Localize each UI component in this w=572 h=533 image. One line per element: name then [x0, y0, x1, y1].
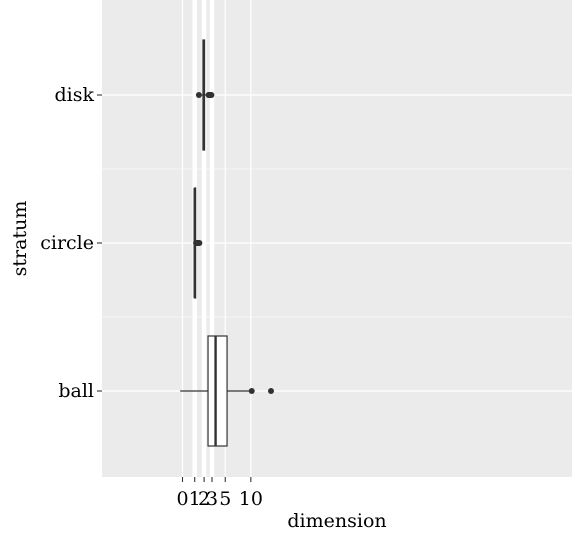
x-tick-label: 3: [206, 488, 218, 510]
box-iqr: [207, 335, 228, 447]
outlier-point: [248, 388, 255, 394]
box-layer: [180, 39, 274, 447]
x-axis-title: dimension: [287, 510, 386, 532]
y-tick-label: disk: [54, 84, 94, 106]
x-tick-label: 2: [198, 488, 210, 510]
x-tick-label: 0: [176, 488, 188, 510]
outlier-point: [196, 240, 203, 246]
outlier-point: [268, 388, 274, 394]
x-tick-label: 5: [219, 488, 231, 510]
box-circle: [193, 187, 203, 299]
outlier-point: [208, 92, 215, 98]
plot-panel: [102, 0, 572, 477]
y-tick-label: circle: [40, 232, 94, 254]
outlier-point: [195, 92, 202, 98]
y-tick-label: ball: [58, 380, 94, 402]
x-tick-label: 10: [239, 488, 263, 510]
box-ball: [180, 335, 274, 447]
box-disk: [195, 39, 215, 151]
y-axis-title: stratum: [9, 201, 31, 277]
x-tick-label: 1: [189, 488, 201, 510]
axis-layer: disk circle ball 0 123 5 10: [40, 84, 263, 510]
